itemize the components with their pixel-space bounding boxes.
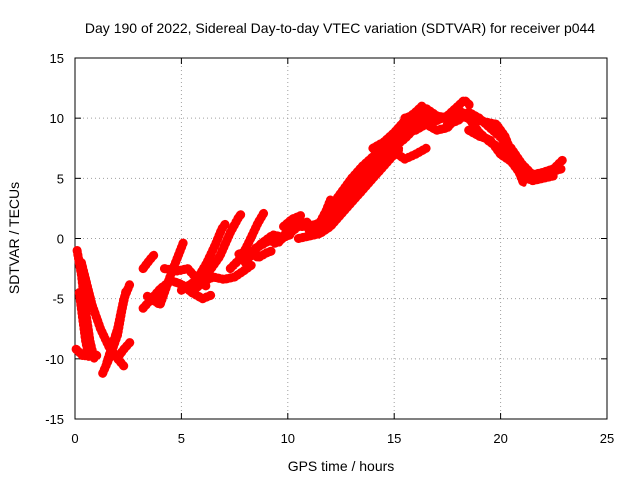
x-tick-label: 25 bbox=[600, 431, 614, 446]
series-group bbox=[71, 95, 567, 378]
x-tick-label: 5 bbox=[178, 431, 185, 446]
series-markers bbox=[71, 344, 103, 361]
series-t24 bbox=[325, 106, 431, 212]
y-axis-label: SDTVAR / TECUs bbox=[6, 182, 22, 294]
y-axis-ticks: -15 -10 -5 0 5 10 15 bbox=[45, 51, 607, 427]
y-tick-label: 15 bbox=[50, 51, 64, 66]
y-tick-label: 10 bbox=[50, 111, 64, 126]
series-markers bbox=[142, 237, 188, 310]
grid-lines bbox=[75, 58, 607, 419]
series-t6 bbox=[102, 278, 135, 367]
series-markers bbox=[421, 95, 476, 126]
series-t32 bbox=[474, 116, 529, 189]
series-markers bbox=[187, 260, 257, 298]
series-markers bbox=[176, 218, 231, 295]
series-markers bbox=[357, 143, 431, 186]
x-axis-ticks: 0 5 10 15 20 25 bbox=[71, 58, 614, 446]
x-tick-label: 10 bbox=[281, 431, 295, 446]
y-tick-label: 0 bbox=[57, 232, 64, 247]
x-tick-label: 15 bbox=[387, 431, 401, 446]
x-tick-label: 20 bbox=[493, 431, 507, 446]
series-t20 bbox=[279, 211, 306, 231]
series-t10 bbox=[142, 237, 188, 310]
series-markers bbox=[293, 143, 406, 243]
y-tick-label: -15 bbox=[45, 412, 64, 427]
series-markers bbox=[106, 337, 135, 363]
series-t12 bbox=[176, 218, 231, 295]
series-markers bbox=[474, 116, 529, 189]
y-tick-label: -5 bbox=[52, 292, 64, 307]
series-markers bbox=[234, 246, 278, 263]
y-tick-label: -10 bbox=[45, 352, 64, 367]
series-t16 bbox=[234, 246, 278, 263]
series-t9 bbox=[138, 250, 159, 274]
y-tick-label: 5 bbox=[57, 171, 64, 186]
x-tick-label: 0 bbox=[71, 431, 78, 446]
series-t13 bbox=[187, 260, 257, 298]
series-markers bbox=[138, 250, 159, 274]
series-t14 bbox=[202, 209, 246, 280]
series-markers bbox=[279, 211, 306, 231]
series-t2 bbox=[74, 288, 94, 361]
series-t3 bbox=[71, 344, 103, 361]
series-markers bbox=[102, 278, 135, 367]
series-markers bbox=[74, 288, 94, 361]
series-t21 bbox=[293, 143, 406, 243]
series-t29 bbox=[421, 95, 476, 126]
series-t15 bbox=[225, 207, 269, 274]
series-markers bbox=[202, 209, 246, 280]
chart-title: Day 190 of 2022, Sidereal Day-to-day VTE… bbox=[85, 20, 595, 36]
series-t7 bbox=[106, 337, 135, 363]
series-t25 bbox=[357, 143, 431, 186]
series-markers bbox=[225, 207, 269, 274]
series-markers bbox=[325, 106, 431, 212]
x-axis-label: GPS time / hours bbox=[288, 458, 395, 474]
